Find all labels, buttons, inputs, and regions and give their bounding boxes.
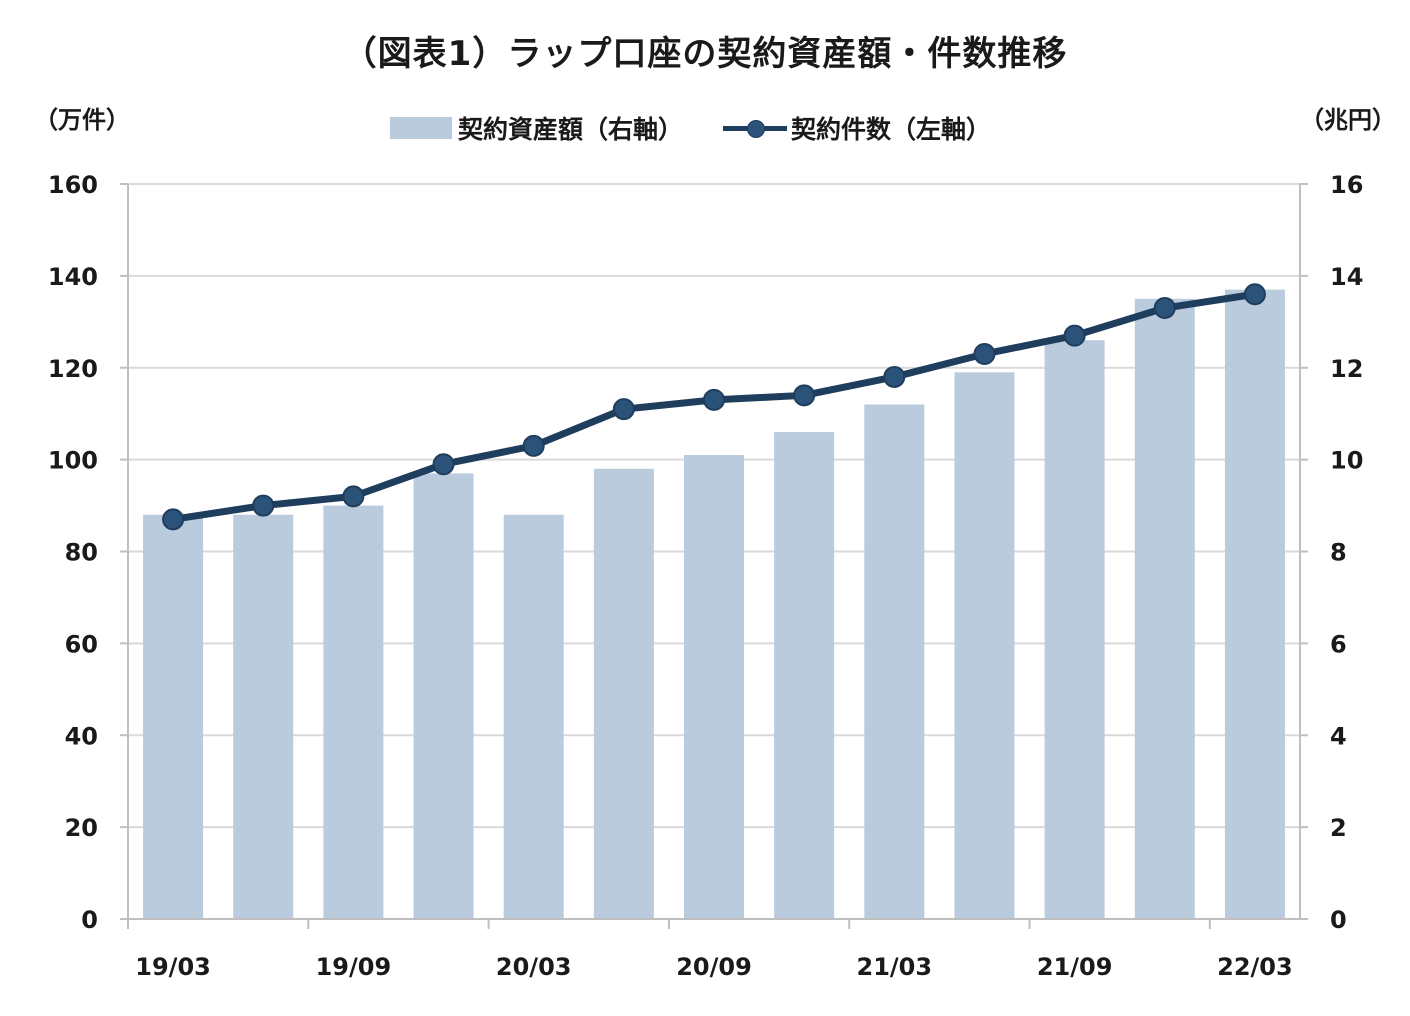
contract-count-marker bbox=[342, 485, 365, 508]
legend-label-contracts: 契約件数（左軸） bbox=[791, 115, 992, 144]
x-tick-label: 22/03 bbox=[1217, 953, 1293, 981]
left-y-tick-label: 160 bbox=[48, 171, 98, 199]
left-y-tick-label: 20 bbox=[65, 814, 98, 842]
left-y-tick-label: 0 bbox=[81, 906, 98, 934]
legend-item-contracts: 契約件数（左軸） bbox=[723, 110, 991, 146]
asset-bar bbox=[323, 505, 384, 919]
asset-bar bbox=[413, 473, 474, 919]
asset-bar bbox=[954, 372, 1015, 919]
legend-item-assets: 契約資産額（右軸） bbox=[390, 110, 683, 146]
right-y-tick-label: 14 bbox=[1330, 263, 1363, 291]
asset-bar bbox=[593, 468, 654, 919]
x-tick-label: 21/03 bbox=[857, 953, 933, 981]
asset-bar bbox=[684, 455, 744, 919]
x-tick-label: 21/09 bbox=[1037, 953, 1113, 981]
chart-title: （図表1）ラップ口座の契約資産額・件数推移 bbox=[342, 34, 1068, 74]
contract-count-marker bbox=[612, 398, 635, 421]
x-tick-label: 19/09 bbox=[316, 953, 392, 981]
legend: 契約資産額（右軸） 契約件数（左軸） bbox=[390, 110, 1031, 146]
contract-count-marker bbox=[1243, 283, 1266, 306]
asset-bar bbox=[1044, 340, 1105, 919]
contract-count-marker bbox=[883, 365, 906, 388]
x-tick-label: 20/03 bbox=[496, 953, 572, 981]
right-axis-unit: （兆円） bbox=[1300, 106, 1396, 134]
legend-label-assets: 契約資産額（右軸） bbox=[458, 115, 684, 144]
right-y-tick-label: 0 bbox=[1330, 906, 1347, 934]
asset-bar bbox=[864, 404, 925, 919]
asset-bar bbox=[503, 514, 564, 919]
contract-count-marker bbox=[522, 434, 545, 457]
left-y-tick-label: 60 bbox=[65, 630, 98, 658]
asset-bar bbox=[233, 514, 294, 919]
asset-bar bbox=[774, 432, 835, 919]
left-axis-unit: （万件） bbox=[34, 106, 130, 134]
right-y-tick-label: 16 bbox=[1330, 171, 1363, 199]
right-y-tick-label: 4 bbox=[1330, 722, 1347, 750]
right-y-tick-label: 6 bbox=[1330, 630, 1347, 658]
asset-bar bbox=[1134, 298, 1195, 919]
left-y-tick-label: 140 bbox=[48, 263, 98, 291]
right-y-tick-label: 12 bbox=[1330, 355, 1363, 383]
contract-count-marker bbox=[793, 384, 816, 407]
right-y-tick-label: 8 bbox=[1330, 539, 1347, 567]
contract-count-marker bbox=[162, 508, 185, 531]
bar-swatch-icon bbox=[390, 117, 452, 139]
contract-count-marker bbox=[973, 342, 996, 365]
asset-bar bbox=[143, 514, 204, 919]
contract-count-marker bbox=[1153, 297, 1176, 320]
left-y-tick-label: 80 bbox=[65, 539, 98, 567]
left-y-tick-label: 120 bbox=[48, 355, 98, 383]
contract-count-marker bbox=[703, 388, 725, 411]
right-y-tick-label: 10 bbox=[1330, 447, 1363, 475]
left-y-tick-label: 100 bbox=[48, 447, 98, 475]
asset-bar bbox=[1224, 289, 1285, 919]
contract-count-marker bbox=[252, 494, 275, 517]
left-y-tick-label: 40 bbox=[65, 722, 98, 750]
contract-count-marker bbox=[1063, 324, 1086, 347]
x-tick-label: 19/03 bbox=[135, 953, 211, 981]
x-tick-label: 20/09 bbox=[676, 953, 752, 981]
right-y-tick-label: 2 bbox=[1330, 814, 1347, 842]
line-marker-swatch-icon bbox=[723, 117, 788, 139]
contract-count-marker bbox=[432, 453, 455, 476]
